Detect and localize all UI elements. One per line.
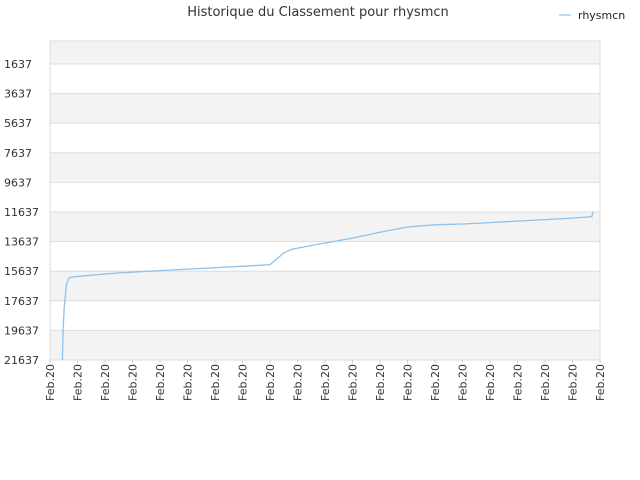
y-axis-ticks: 1637 3637 5637 7637 9637 11637 13637 15637 17637… bbox=[4, 58, 39, 367]
grid-band bbox=[50, 152, 600, 183]
x-tick-label: Feb.20 bbox=[484, 364, 497, 401]
series-layer bbox=[61, 211, 594, 361]
grid-band bbox=[50, 212, 600, 242]
y-tick-label: 17637 bbox=[4, 295, 39, 308]
x-tick-label: Feb.20 bbox=[127, 364, 140, 401]
grid-band bbox=[50, 271, 600, 301]
y-tick-label: 13637 bbox=[4, 236, 39, 249]
x-tick-label: Feb.20 bbox=[209, 364, 222, 401]
x-tick-label: Feb.20 bbox=[347, 364, 360, 401]
x-tick-label: Feb.20 bbox=[567, 364, 580, 401]
y-tick-label: 19637 bbox=[4, 324, 39, 337]
x-tick-label: Feb.20 bbox=[512, 364, 525, 401]
y-tick-label: 21637 bbox=[4, 354, 39, 367]
y-tick-label: 7637 bbox=[4, 147, 32, 160]
x-tick-label: Feb.20 bbox=[429, 364, 442, 401]
x-tick-label: Feb.20 bbox=[44, 364, 57, 401]
legend[interactable]: rhysmcn bbox=[559, 9, 625, 22]
x-tick-label: Feb.20 bbox=[237, 364, 250, 401]
x-tick-label: Feb.20 bbox=[457, 364, 470, 401]
grid-band bbox=[50, 330, 600, 360]
x-tick-label: Feb.20 bbox=[154, 364, 167, 401]
background-bands bbox=[50, 41, 600, 360]
y-tick-label: 5637 bbox=[4, 117, 32, 130]
x-tick-label: Feb.20 bbox=[319, 364, 332, 401]
x-tick-label: Feb.20 bbox=[539, 364, 552, 401]
x-tick-label: Feb.20 bbox=[99, 364, 112, 401]
chart-title: Historique du Classement pour rhysmcn bbox=[187, 5, 449, 20]
x-tick-label: Feb.20 bbox=[292, 364, 305, 401]
y-tick-label: 11637 bbox=[4, 206, 39, 219]
x-tick-label: Feb.20 bbox=[72, 364, 85, 401]
x-axis-ticks: Feb.20 Feb.20 Feb.20 Feb.20 Feb.20 Feb.20 Feb.… bbox=[44, 360, 607, 401]
series-line-rhysmcn bbox=[61, 211, 594, 361]
y-tick-label: 9637 bbox=[4, 176, 32, 189]
x-tick-label: Feb.20 bbox=[402, 364, 415, 401]
y-tick-label: 1637 bbox=[4, 58, 32, 71]
x-tick-label: Feb.20 bbox=[374, 364, 387, 401]
x-tick-label: Feb.20 bbox=[264, 364, 277, 401]
plot-area bbox=[49, 40, 601, 361]
legend-label-rhysmcn: rhysmcn bbox=[578, 9, 625, 22]
grid-band bbox=[50, 93, 600, 124]
y-tick-label: 15637 bbox=[4, 265, 39, 278]
x-tick-label: Feb.20 bbox=[182, 364, 195, 401]
grid-band bbox=[50, 41, 600, 64]
y-tick-label: 3637 bbox=[4, 88, 32, 101]
x-tick-label: Feb.20 bbox=[594, 364, 607, 401]
